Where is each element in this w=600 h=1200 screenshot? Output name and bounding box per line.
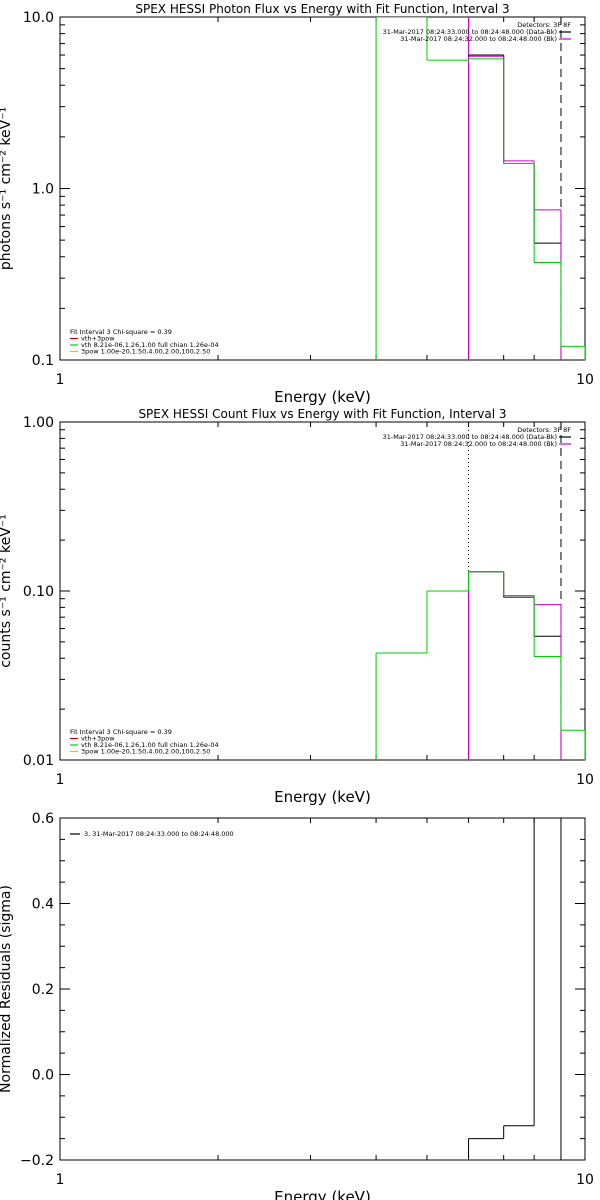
legend-header: Fit Interval 3 Chi-square = 0.39 <box>70 328 172 336</box>
y-tick-label: 0.01 <box>23 753 54 769</box>
series-bk <box>468 55 562 360</box>
series-bk <box>468 571 562 760</box>
x-tick-label: 1 <box>56 1172 65 1188</box>
legend-label: 31-Mar-2017 08:24:32.000 to 08:24:48.000… <box>400 440 557 448</box>
chart-panel-2: 1 10 0.01 0.10 1.00 SPEX HESSI Count Flux vs … <box>0 407 594 806</box>
plot-area <box>375 422 585 760</box>
legend-header: Fit Interval 3 Chi-square = 0.39 <box>70 728 172 736</box>
series-vth <box>375 571 585 760</box>
y-tick-label: 1.00 <box>23 415 54 431</box>
y-tick-label: 0.2 <box>32 982 54 998</box>
chart-title: SPEX HESSI Count Flux vs Energy with Fit… <box>138 407 506 421</box>
x-axis-ticks <box>59 17 586 360</box>
y-tick-label: 10.0 <box>23 10 54 26</box>
x-axis-label: Energy (keV) <box>274 1188 371 1200</box>
x-axis-label: Energy (keV) <box>274 788 371 806</box>
x-axis-ticks <box>59 818 586 1160</box>
legend-label: vth+3pow <box>81 735 115 743</box>
x-tick-label: 1 <box>56 772 65 788</box>
legend-label: vth 8.21e-06,1.26,1.00 full chian 1.26e-… <box>81 741 219 749</box>
legend-bottom: Fit Interval 3 Chi-square = 0.39vth+3pow… <box>70 728 219 756</box>
x-axis-label: Energy (keV) <box>274 388 371 406</box>
x-tick-label: 1 <box>56 372 65 388</box>
legend-label: 3, 31-Mar-2017 08:24:33.000 to 08:24:48.… <box>84 830 234 838</box>
legend-label: vth 8.21e-06,1.26,1.00 full chian 1.26e-… <box>81 341 219 349</box>
chart-title: SPEX HESSI Photon Flux vs Energy with Fi… <box>135 2 509 16</box>
chart-panel-3: 1 10 −0.2 0.0 0.2 0.4 0.6 Energy (keV) Normalize… <box>0 811 594 1200</box>
x-axis-ticks <box>59 422 586 760</box>
legend-bottom: Fit Interval 3 Chi-square = 0.39vth+3pow… <box>70 328 219 356</box>
y-tick-label: 0.4 <box>32 897 54 913</box>
legend-header: Detectors: 3F 8F <box>517 21 571 29</box>
plot-area <box>375 17 585 360</box>
plot-frame <box>59 817 586 1161</box>
chart-panel-1: 1 10 0.1 1.0 10.0 SPEX HESSI Photon Flux vs E… <box>0 2 594 406</box>
y-axis-ticks <box>60 16 585 361</box>
series-vth <box>375 17 585 360</box>
plot-frame <box>59 421 586 761</box>
y-axis-ticks <box>60 421 585 761</box>
y-tick-label: 0.6 <box>32 811 54 827</box>
legend-top: 3, 31-Mar-2017 08:24:33.000 to 08:24:48.… <box>70 830 234 838</box>
legend-label: vth+3pow <box>81 335 115 343</box>
y-tick-label: 0.10 <box>23 584 54 600</box>
legend-label: 31-Mar-2017 08:24:33.000 to 08:24:48.000… <box>383 28 557 36</box>
y-axis-ticks <box>60 817 585 1161</box>
x-tick-label: 10 <box>576 1172 594 1188</box>
x-tick-label: 10 <box>576 372 594 388</box>
legend-header: Detectors: 3F 8F <box>517 426 571 434</box>
y-tick-label: −0.2 <box>20 1153 54 1169</box>
series-data-bk <box>468 54 562 360</box>
series-data-bk <box>468 571 562 760</box>
legend-label: 31-Mar-2017 08:24:32.000 to 08:24:48.000… <box>400 35 557 43</box>
y-tick-label: 0.0 <box>32 1068 54 1084</box>
y-tick-label: 0.1 <box>32 353 54 369</box>
y-axis-label: Normalized Residuals (sigma) <box>0 885 14 1093</box>
legend-label: 3pow 1.00e-20,1.50,4.00,2.00,100,2.50 <box>81 748 210 756</box>
plot-area <box>468 818 562 1160</box>
plot-frame <box>59 16 586 361</box>
y-tick-label: 1.0 <box>32 182 54 198</box>
y-axis-label: photons s⁻¹ cm⁻² keV⁻¹ <box>0 107 14 270</box>
legend-label: 31-Mar-2017 08:24:33.000 to 08:24:48.000… <box>383 433 557 441</box>
series-3-31-mar-2017-08-24-33-000-to-08-24-48-000 <box>468 818 562 1160</box>
y-axis-label: counts s⁻¹ cm⁻² keV⁻¹ <box>0 514 14 668</box>
legend-label: 3pow 1.00e-20,1.50,4.00,2.00,100,2.50 <box>81 348 210 356</box>
x-tick-label: 10 <box>576 772 594 788</box>
